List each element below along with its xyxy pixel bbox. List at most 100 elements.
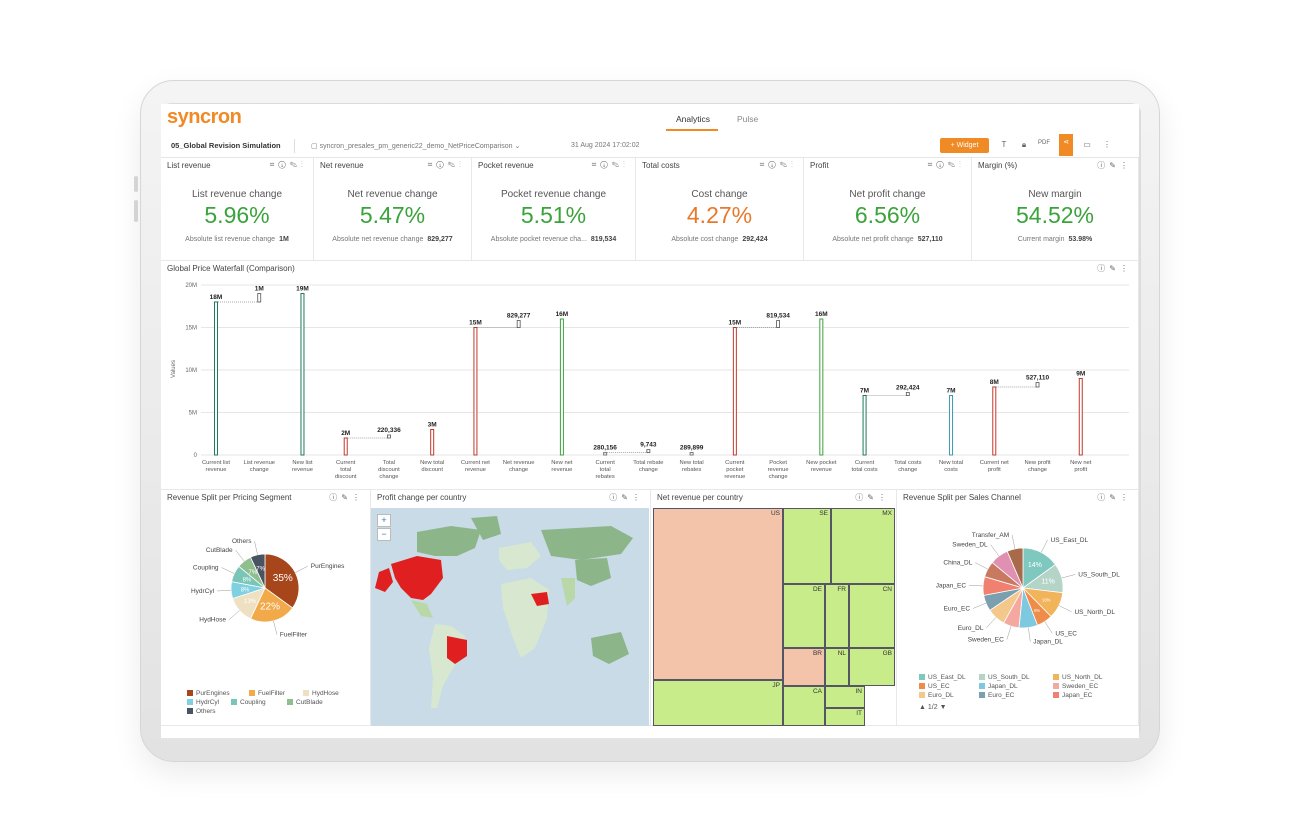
treemap-cell[interactable]: US (653, 508, 783, 680)
kpi-header: Profit (810, 161, 829, 170)
legend-item: Coupling (231, 699, 266, 706)
x-tick-label: revenue (724, 474, 745, 480)
waterfall-bar (257, 293, 262, 303)
pricing-segment-pie: 35% PurEngines 22% FuelFilter 13% HydHose 8% Hy… (191, 538, 345, 638)
panel-actions[interactable]: ⓘ✎⋮ (1097, 161, 1132, 170)
map-saudi-region (531, 592, 549, 606)
legend-item: US_North_DL (1053, 674, 1102, 681)
treemap-cell[interactable]: IN (825, 686, 865, 708)
bar-value-label: 2M (341, 430, 350, 437)
treemap-cell[interactable]: SE (783, 508, 831, 584)
leader-line (273, 620, 278, 635)
treemap-cell[interactable]: CA (783, 686, 825, 726)
kpi-footer: Absolute pocket revenue cha... 819,534 (472, 236, 635, 243)
net-revenue-treemap[interactable]: US SE MX DE FR CN BR NL GB JP CA IN IT (653, 508, 895, 726)
y-tick-label: 20M (185, 283, 197, 289)
zoom-in-button[interactable]: + (377, 514, 391, 527)
more-icon[interactable]: ⋮ (1103, 140, 1111, 149)
panel-actions[interactable]: ⌗ⓘ✎⋮ (591, 160, 629, 169)
pager-up-icon[interactable]: ▲ (919, 704, 926, 711)
treemap-cell[interactable]: GB (849, 648, 895, 686)
x-tick-label: Current (725, 460, 745, 466)
panel-actions[interactable]: ⓘ✎⋮ (1097, 493, 1132, 502)
treemap-cell[interactable]: CN (849, 584, 895, 648)
share-icon[interactable]: ⋖ (1059, 134, 1073, 156)
x-tick-label: profit (988, 467, 1001, 473)
pie-slice (1006, 547, 1024, 589)
panel-actions[interactable]: ⓘ✎⋮ (329, 493, 364, 502)
slice-value-label: 11% (1041, 578, 1055, 585)
x-tick-label: Current net (980, 460, 1009, 466)
x-tick-label: revenue (206, 467, 227, 473)
legend-item: HydrCyl (187, 699, 219, 706)
slice-value-label: 8% (243, 577, 252, 583)
treemap-cell[interactable]: BR (783, 648, 825, 686)
monitor-icon[interactable]: ▭ (1083, 140, 1091, 149)
legend-label: PurEngines (196, 690, 230, 697)
treemap-cell[interactable]: JP (653, 680, 783, 726)
x-tick-label: Current (336, 460, 356, 466)
slice-name-label: Euro_DL (958, 625, 984, 632)
x-tick-label: change (769, 474, 788, 480)
panel-actions[interactable]: ⌗ⓘ✎⋮ (269, 160, 307, 169)
legend-pager[interactable]: ▲ 1/2 ▼ (919, 704, 947, 711)
leader-line (990, 544, 1000, 557)
text-icon[interactable]: T (1001, 140, 1007, 149)
legend-swatch (231, 699, 237, 706)
bar-value-label: 7M (860, 388, 869, 395)
x-tick-label: Pocket (769, 460, 787, 466)
legend-item: HydHose (303, 690, 339, 697)
datasource-selector[interactable]: ▢ syncron_presales_pm_generic22_demo_Net… (311, 142, 520, 150)
legend-item: US_South_DL (979, 674, 1030, 681)
bar-value-label: 9,743 (640, 442, 657, 449)
sales-channel-panel: Revenue Split per Sales Channel ⓘ✎⋮ 14% U… (897, 490, 1139, 726)
kpi-card: Profit ⌗ⓘ✎⋮ Net profit change 6.56% Absolute… (804, 158, 972, 261)
panel-actions[interactable]: ⌗ⓘ✎⋮ (927, 160, 965, 169)
treemap-cell[interactable]: MX (831, 508, 895, 584)
map-russia-region (541, 526, 633, 560)
zoom-out-button[interactable]: − (377, 528, 391, 541)
world-map-shapes (375, 516, 633, 708)
panel-actions[interactable]: ⓘ✎⋮ (855, 493, 890, 502)
x-tick-label: Total costs (894, 460, 921, 466)
panel-actions[interactable]: ⌗ⓘ✎⋮ (759, 160, 797, 169)
bar-value-label: 829,277 (507, 312, 531, 319)
waterfall-bar (387, 434, 391, 439)
dashboard-toolbar: 05_Global Revision Simulation ▢ syncron_… (161, 134, 1139, 158)
slice-name-label: US_South_DL (1078, 571, 1120, 578)
pricing-segment-panel: Revenue Split per Pricing Segment ⓘ✎⋮ 35… (161, 490, 371, 726)
kpi-title: Pocket revenue change (500, 189, 607, 200)
slice-value-label: 10% (1042, 597, 1051, 602)
map-europe-region (499, 542, 541, 570)
legend-label: Coupling (240, 699, 266, 706)
kpi-footer-label: Absolute pocket revenue cha... (490, 236, 587, 243)
waterfall-bar (343, 437, 348, 456)
world-map[interactable] (371, 508, 649, 726)
tablet-side-button (134, 200, 138, 222)
pie-slice (249, 553, 266, 589)
legend-item: Japan_DL (979, 683, 1018, 690)
panel-actions[interactable]: ⓘ✎⋮ (1097, 264, 1132, 273)
leader-line (975, 562, 988, 570)
x-tick-label: change (250, 467, 269, 473)
slice-value-label: 6% (1034, 608, 1040, 613)
add-widget-button[interactable]: + Widget (940, 138, 989, 153)
kpi-footer-value: 829,277 (427, 236, 453, 243)
waterfall-bar (905, 392, 910, 396)
lock-icon[interactable]: 🔒︎ (1021, 140, 1027, 149)
pdf-icon[interactable]: PDF (1038, 140, 1050, 146)
tab-analytics[interactable]: Analytics (676, 114, 711, 124)
treemap-cell[interactable]: FR (825, 584, 849, 648)
pager-down-icon[interactable]: ▼ (939, 704, 947, 711)
treemap-cell[interactable]: IT (825, 708, 865, 726)
kpi-header: Pocket revenue (478, 161, 534, 170)
kpi-header: Margin (%) (978, 161, 1018, 170)
tab-pulse[interactable]: Pulse (737, 114, 759, 124)
app-screen: syncron Analytics Pulse 05_Global Revisi… (161, 104, 1139, 738)
legend-swatch (1053, 683, 1059, 690)
treemap-cell[interactable]: NL (825, 648, 849, 686)
panel-actions[interactable]: ⓘ✎⋮ (609, 493, 644, 502)
treemap-cell[interactable]: DE (783, 584, 825, 648)
panel-actions[interactable]: ⌗ⓘ✎⋮ (427, 160, 465, 169)
map-australia-region (591, 632, 629, 664)
